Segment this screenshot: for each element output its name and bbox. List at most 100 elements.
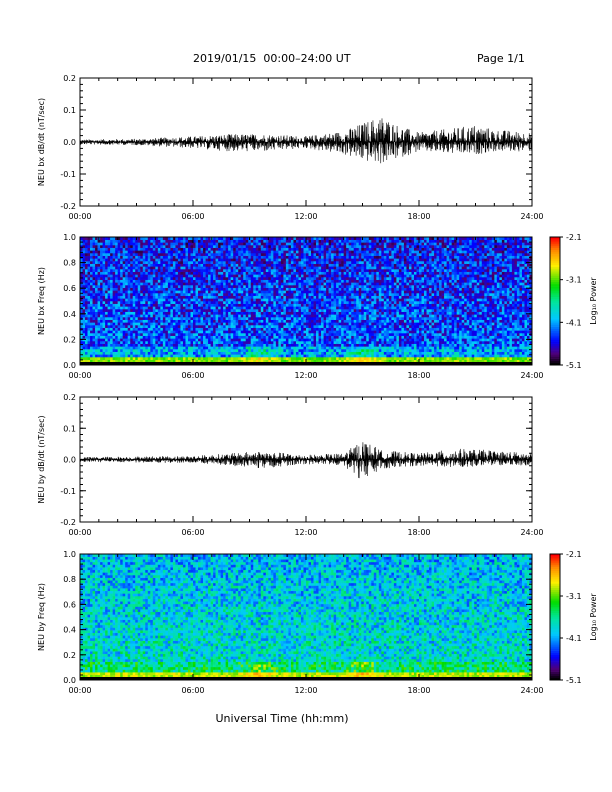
spectrogram-cell (306, 274, 309, 278)
spectrogram-cell (233, 269, 236, 272)
spectrogram-cell (172, 325, 176, 328)
spectrogram-cell (316, 295, 319, 299)
spectrogram-cell (105, 290, 108, 294)
spectrogram-cell (122, 309, 126, 312)
spectrogram-cell (318, 298, 322, 302)
spectrogram-cell (115, 293, 118, 296)
spectrogram-cell (97, 274, 101, 278)
spectrogram-cell (285, 242, 289, 246)
spectrogram-cell (273, 271, 277, 275)
spectrogram-cell (273, 242, 277, 246)
spectrogram-cell (308, 277, 312, 280)
spectrogram-cell (175, 338, 179, 342)
spectrogram-cell (80, 274, 83, 278)
spectrogram-cell (110, 338, 113, 342)
spectrogram-cell (321, 303, 324, 307)
spectrogram-cell (288, 301, 292, 304)
spectrogram-cell (193, 255, 196, 259)
spectrogram-cell (238, 317, 242, 320)
spectrogram-cell (238, 282, 242, 286)
spectrogram-cell (172, 351, 176, 355)
spectrogram-cell (233, 285, 236, 288)
spectrogram-cell (135, 335, 139, 339)
spectrogram-cell (200, 277, 204, 280)
spectrogram-cell (172, 319, 176, 323)
spectrogram-cell (321, 247, 324, 251)
spectrogram-cell (195, 293, 199, 296)
spectrogram-cell (117, 266, 121, 270)
spectrogram-cell (187, 269, 191, 272)
spectrogram-cell (127, 258, 131, 262)
spectrogram-cell (233, 330, 236, 334)
spectrogram-cell (180, 327, 184, 331)
spectrogram-cell (198, 338, 201, 342)
spectrogram-cell (290, 239, 294, 243)
spectrogram-cell (316, 343, 319, 347)
spectrogram-cell (82, 295, 86, 299)
spectrogram-cell (97, 311, 101, 315)
spectrogram-cell (195, 333, 199, 336)
spectrogram-cell (215, 263, 219, 267)
spectrogram-cell (125, 306, 129, 310)
spectrogram-cell (107, 311, 111, 315)
spectrogram-cell (295, 357, 299, 360)
spectrogram-cell (278, 357, 282, 360)
spectrogram-cell (213, 306, 216, 310)
spectrogram-cell (145, 303, 149, 307)
spectrogram-cell (127, 271, 131, 275)
spectrogram-cell (117, 333, 121, 336)
spectrogram-cell (110, 285, 113, 288)
spectrogram-cell (142, 359, 146, 363)
spectrogram-cell (208, 279, 211, 283)
spectrogram-cell (290, 322, 294, 326)
spectrogram-cell (80, 239, 83, 243)
spectrogram-cell (258, 349, 262, 352)
spectrogram-cell (235, 269, 239, 272)
spectrogram-cell (253, 357, 257, 360)
spectrogram-cell (243, 354, 247, 358)
spectrogram-cell (316, 354, 319, 358)
spectrogram-cell (203, 301, 206, 304)
spectrogram-cell (117, 237, 121, 240)
spectrogram-cell (177, 338, 181, 342)
spectrogram-cell (210, 253, 214, 256)
spectrogram-cell (248, 253, 252, 256)
spectrogram-cell (117, 261, 121, 264)
spectrogram-cell (172, 314, 176, 318)
spectrogram-cell (85, 271, 88, 275)
spectrogram-cell (298, 311, 302, 315)
spectrogram-cell (145, 301, 149, 304)
spectrogram-cell (245, 319, 249, 323)
spectrogram-cell (326, 357, 329, 360)
spectrogram-cell (105, 285, 108, 288)
spectrogram-cell (303, 335, 307, 339)
spectrogram-cell (203, 293, 206, 296)
spectrogram-cell (260, 250, 264, 254)
spectrogram-cell (122, 269, 126, 272)
spectrogram-cell (187, 306, 191, 310)
spectrogram-cell (147, 266, 151, 270)
spectrogram-cell (316, 242, 319, 246)
spectrogram-cell (132, 239, 136, 243)
spectrogram-cell (142, 317, 146, 320)
spectrogram-cell (255, 311, 259, 315)
spectrogram-cell (323, 338, 327, 342)
spectrogram-cell (127, 253, 131, 256)
spectrogram-cell (273, 349, 277, 352)
spectrogram-cell (100, 311, 103, 315)
spectrogram-cell (290, 287, 294, 291)
spectrogram-cell (223, 271, 226, 275)
spectrogram-cell (85, 319, 88, 323)
spectrogram-cell (97, 271, 101, 275)
spectrogram-cell (290, 271, 294, 275)
spectrogram-cell (280, 314, 284, 318)
spectrogram-cell (280, 242, 284, 246)
spectrogram-cell (120, 309, 123, 312)
spectrogram-cell (97, 354, 101, 358)
spectrogram-cell (187, 277, 191, 280)
spectrogram-cell (290, 333, 294, 336)
spectrogram-cell (180, 266, 184, 270)
spectrogram-cell (270, 306, 274, 310)
spectrogram-cell (283, 290, 287, 294)
spectrogram-cell (80, 349, 83, 352)
